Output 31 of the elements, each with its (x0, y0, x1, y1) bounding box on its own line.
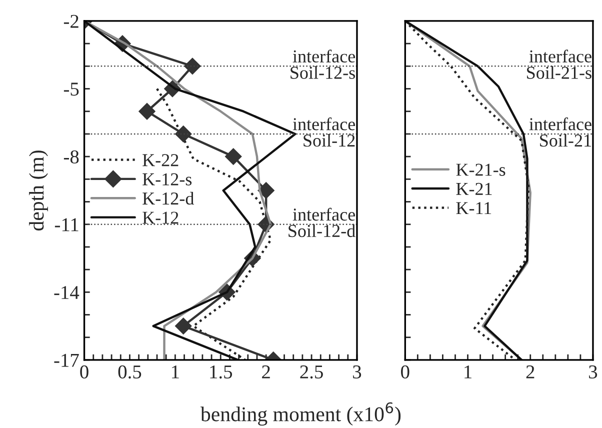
legend-label: K-12-s (142, 173, 192, 186)
x-tick-label: 0 (80, 365, 88, 378)
x-tick-label: 3 (589, 365, 598, 378)
ref-line-label: interface Soil-12-s (290, 50, 355, 79)
y-tick-label: -8 (64, 150, 79, 164)
ref-line-label: interface Soil-12 (292, 117, 355, 147)
y-tick-label: -2 (64, 14, 78, 28)
x-tick-label: 2.5 (300, 365, 323, 379)
x-tick-label: 1 (464, 365, 472, 378)
ref-line-label: interface Soil-21 (529, 117, 592, 147)
y-tick-label: -11 (54, 218, 78, 232)
legend-label: K-21 (456, 182, 492, 195)
legend-label: K-12-d (142, 192, 194, 205)
legend-label: K-12 (142, 212, 178, 224)
legend-label: K-22 (142, 154, 178, 166)
ref-line-label: interface Soil-21-s (527, 50, 592, 79)
y-tick-label: -5 (64, 82, 79, 96)
x-tick-label: 3 (353, 365, 362, 378)
x-tick-label: 0.5 (118, 365, 142, 379)
legend-label: K-11 (456, 202, 492, 214)
legend-label: K-21-s (456, 164, 506, 176)
x-tick-label: 2 (526, 365, 534, 378)
x-axis-title: bending moment (x10$^{6}$) (200, 402, 401, 426)
y-tick-label: -17 (54, 354, 79, 367)
x-tick-label: 1.5 (210, 365, 232, 379)
ref-line-label: interface Soil-12-d (288, 208, 356, 238)
x-tick-label: 2 (262, 365, 270, 378)
x-tick-label: 0 (401, 365, 410, 378)
y-axis-title: depth (m) (29, 150, 48, 230)
y-tick-label: -14 (54, 286, 80, 299)
x-tick-label: 1 (172, 365, 179, 378)
